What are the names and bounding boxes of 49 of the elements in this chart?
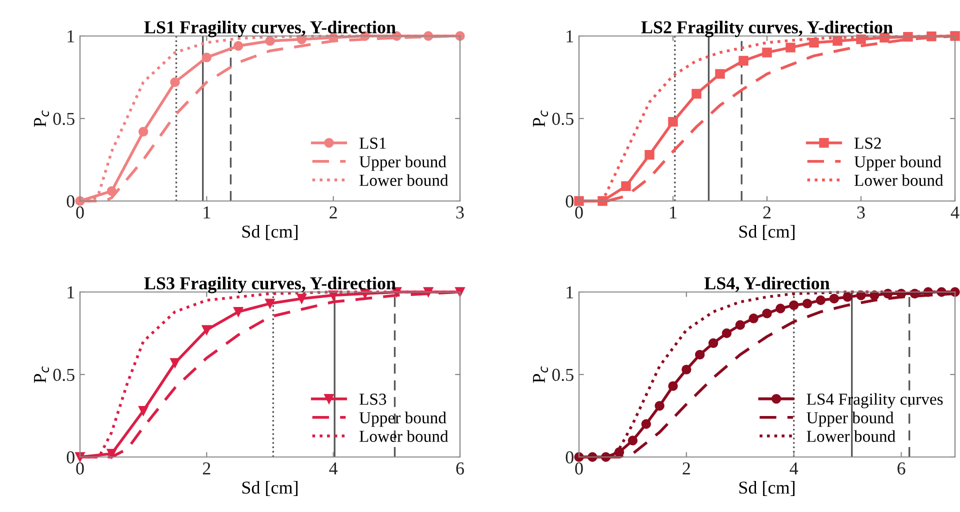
x-tick-label: 6 xyxy=(898,462,906,475)
x-axis-title: Sd [cm] xyxy=(739,481,794,496)
y-axis-title: P$_{c}$ xyxy=(34,110,49,127)
x-tick-label: 2 xyxy=(202,462,210,474)
x-tick-label: 1 xyxy=(670,206,676,218)
x-tick-label: 0 xyxy=(76,206,84,219)
x-tick-label: 6 xyxy=(456,462,464,475)
chart-title: LS3 Fragility curves, Y-direction xyxy=(144,276,396,294)
y-tick-label: 0 xyxy=(66,195,74,208)
x-tick-label: 2 xyxy=(682,462,690,474)
x-tick-label: 0 xyxy=(575,462,583,475)
x-tick-label: 0 xyxy=(76,462,84,475)
x-tick-label: 3 xyxy=(857,206,865,219)
y-tick-label: 0 xyxy=(66,451,74,464)
y-tick-label: 0.5 xyxy=(53,112,74,126)
chart-title: LS4, Y-direction xyxy=(704,276,830,292)
y-axis-title: P$_{c}$ xyxy=(533,110,548,127)
x-tick-label: 0 xyxy=(575,206,583,219)
legend-label: Lower bound xyxy=(806,430,896,442)
x-tick-label: 4 xyxy=(790,462,798,474)
legend-label: Upper bound xyxy=(854,156,942,171)
y-axis-title: P$_{c}$ xyxy=(533,366,548,383)
y-tick-label: 1 xyxy=(566,30,574,42)
y-tick-label: 0 xyxy=(566,451,574,464)
x-tick-label: 2 xyxy=(330,206,337,218)
x-axis-title: Sd [cm] xyxy=(739,225,794,240)
x-tick-label: 4 xyxy=(950,206,960,218)
y-tick-label: 0 xyxy=(566,195,574,208)
y-tick-label: 1 xyxy=(68,286,74,298)
legend-label: Lower bound xyxy=(359,174,448,186)
y-axis-title: P$_{c}$ xyxy=(34,366,49,383)
chart-title: LS2 Fragility curves, Y-direction xyxy=(641,20,893,38)
x-tick-label: 1 xyxy=(204,206,210,218)
y-tick-label: 1 xyxy=(566,286,574,298)
x-axis-title: Sd [cm] xyxy=(242,481,298,496)
legend-label: LS2 xyxy=(854,138,881,149)
legend-label: Upper bound xyxy=(359,156,446,171)
y-tick-label: 0.5 xyxy=(552,112,574,126)
x-tick-label: 2 xyxy=(763,206,771,218)
y-tick-label: 0.5 xyxy=(53,368,74,382)
x-axis-title: Sd [cm] xyxy=(242,225,298,240)
y-tick-label: 0.5 xyxy=(552,368,574,382)
x-tick-label: 4 xyxy=(329,462,338,474)
legend-label: LS3 xyxy=(359,394,386,405)
chart-title: LS1 Fragility curves, Y-direction xyxy=(144,20,396,38)
y-tick-label: 1 xyxy=(68,30,74,42)
legend-label: Lower bound xyxy=(854,174,944,186)
x-tick-label: 3 xyxy=(456,206,464,219)
legend-label: LS1 xyxy=(359,138,386,149)
